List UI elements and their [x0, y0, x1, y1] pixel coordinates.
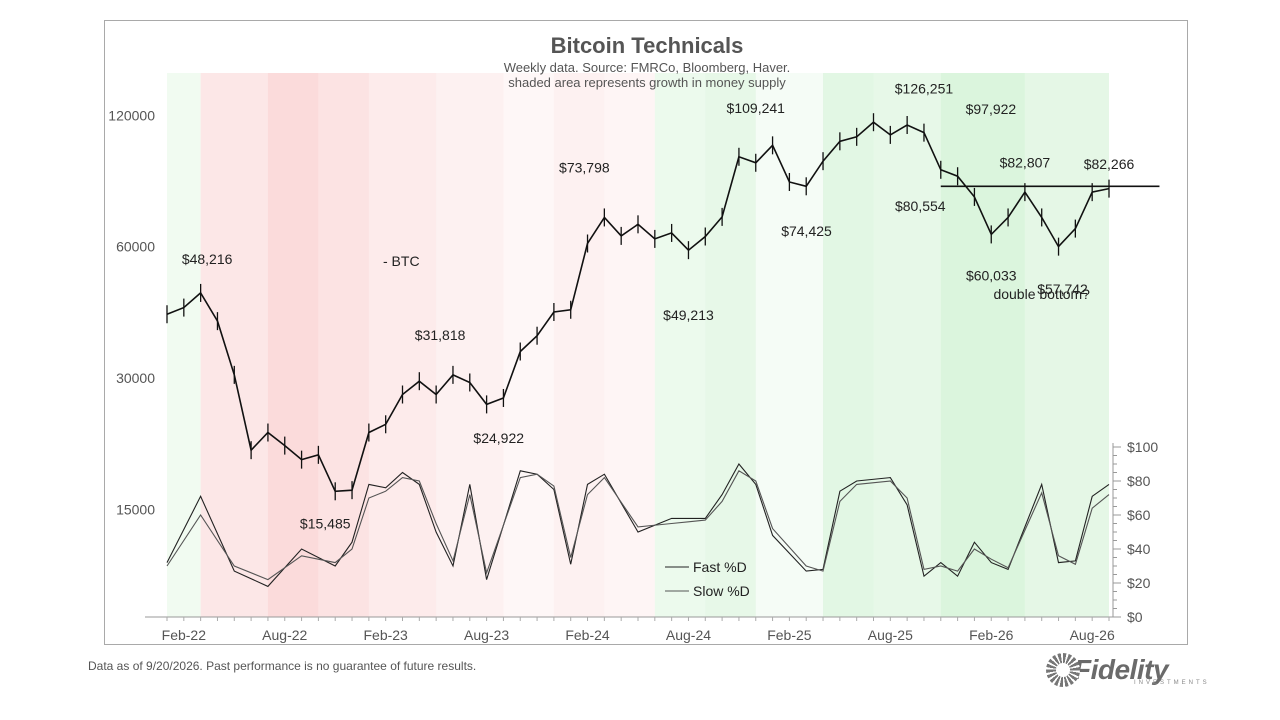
shading-band [368, 73, 437, 617]
x-axis-tick-label: Feb-26 [969, 627, 1014, 643]
x-axis-tick-label: Aug-23 [464, 627, 509, 643]
right-axis-tick-label: $40 [1127, 541, 1151, 557]
shading-band [823, 73, 874, 617]
chart-svg: Bitcoin Technicals Weekly data. Source: F… [108, 33, 1160, 643]
x-axis-tick-label: Aug-25 [868, 627, 913, 643]
price-annotation: $74,425 [781, 223, 832, 239]
price-annotation: $82,266 [1084, 156, 1135, 172]
shading-band [318, 73, 369, 617]
btc-series-label: - BTC [383, 253, 420, 269]
shading-band [267, 73, 319, 617]
price-annotation: $60,033 [966, 268, 1017, 284]
price-annotation: $24,922 [473, 430, 524, 446]
x-axis-tick-label: Aug-24 [666, 627, 711, 643]
shading-band [654, 73, 706, 617]
right-axis-tick-label: $80 [1127, 473, 1151, 489]
y-axis-tick-label: 15000 [116, 501, 155, 517]
shading-band [1024, 73, 1109, 617]
y-axis-tick-label: 60000 [116, 239, 155, 255]
legend-fast-d-label: Fast %D [693, 559, 747, 575]
shading-band [873, 73, 941, 617]
x-axis-tick-label: Aug-22 [262, 627, 307, 643]
price-annotation: $31,818 [415, 327, 466, 343]
shading-band [200, 73, 268, 617]
price-annotation: $126,251 [895, 81, 954, 97]
slow-d-line [166, 470, 1110, 581]
x-axis-tick-label: Aug-26 [1070, 627, 1115, 643]
price-annotation: double bottom? [993, 286, 1090, 302]
chart-subtitle: Weekly data. Source: FMRCo, Bloomberg, H… [504, 60, 791, 75]
shading-band [167, 73, 201, 617]
shading-band [604, 73, 655, 617]
shading-band [436, 73, 504, 617]
right-axis-tick-label: $100 [1127, 439, 1158, 455]
right-axis-tick-label: $20 [1127, 575, 1151, 591]
right-axis-tick-label: $60 [1127, 507, 1151, 523]
chart-frame: Bitcoin Technicals Weekly data. Source: F… [104, 20, 1188, 645]
right-axis-tick-label: $0 [1127, 609, 1143, 625]
chart-subtitle: shaded area represents growth in money s… [508, 75, 786, 90]
chart-title: Bitcoin Technicals [551, 33, 744, 58]
price-annotation: $73,798 [559, 159, 610, 175]
price-annotation: $82,807 [1000, 155, 1051, 171]
price-annotation: $97,922 [966, 101, 1017, 117]
price-annotation: $48,216 [182, 251, 233, 267]
legend-slow-d-label: Slow %D [693, 583, 750, 599]
shading-band [940, 73, 1025, 617]
price-annotation: $49,213 [663, 307, 714, 323]
footnote: Data as of 9/20/2026. Past performance i… [88, 659, 477, 673]
x-axis-tick-label: Feb-23 [363, 627, 408, 643]
x-axis-tick-label: Feb-25 [767, 627, 812, 643]
price-annotation: $15,485 [300, 515, 351, 531]
fidelity-logo: Fidelity INVESTMENTS [1046, 650, 1207, 690]
y-axis-tick-label: 120000 [108, 107, 155, 123]
price-annotation: $80,554 [895, 198, 946, 214]
logo-wordmark: Fidelity [1074, 654, 1169, 685]
shading-band [503, 73, 554, 617]
logo-mark-icon [1046, 653, 1080, 687]
money-supply-shading [167, 73, 1109, 617]
shading-band [553, 73, 605, 617]
logo-tagline: INVESTMENTS [1134, 680, 1210, 686]
shading-band [705, 73, 756, 617]
shading-band [755, 73, 824, 617]
x-axis-tick-label: Feb-24 [565, 627, 610, 643]
price-annotation: $57,742 [1037, 281, 1088, 297]
x-axis-tick-label: Feb-22 [162, 627, 207, 643]
price-annotation: $109,241 [727, 100, 786, 116]
y-axis-tick-label: 30000 [116, 370, 155, 386]
